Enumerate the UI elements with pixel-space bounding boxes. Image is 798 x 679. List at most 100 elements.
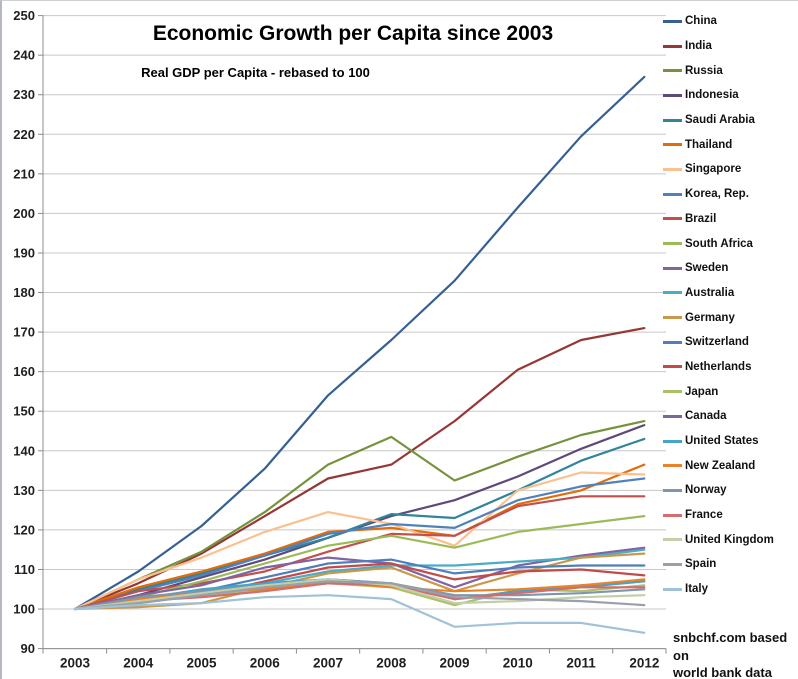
x-axis-tick-label: 2009 [440, 656, 470, 671]
x-axis-tick-label: 2003 [60, 656, 91, 671]
y-axis-tick-label: 120 [13, 522, 35, 537]
legend-swatch-icon [663, 19, 682, 23]
legend-item-saudi-arabia: Saudi Arabia [663, 108, 798, 133]
x-axis-tick-label: 2008 [376, 656, 407, 671]
attribution-text: snbchf.com based on world bank data [673, 629, 798, 679]
series-line-spain [73, 580, 646, 611]
legend-swatch-icon [663, 167, 682, 171]
legend-item-japan: Japan [663, 379, 798, 404]
legend-label: India [685, 40, 712, 53]
legend-label: Italy [685, 583, 709, 596]
legend-item-sweden: Sweden [663, 256, 798, 281]
legend-item-germany: Germany [663, 305, 798, 330]
x-axis-tick-label: 2007 [313, 656, 343, 671]
legend-label: France [685, 509, 723, 522]
y-axis-tick-label: 170 [13, 325, 35, 340]
y-axis-tick-label: 200 [13, 206, 35, 221]
legend-label: Germany [685, 311, 735, 324]
chart-subtitle: Real GDP per Capita - rebased to 100 [141, 65, 370, 80]
legend-label: Japan [685, 385, 719, 398]
legend-swatch-icon [663, 316, 682, 320]
chart-legend: China India Russia Indonesia Saudi Arabia Tha… [663, 9, 798, 602]
legend-item-thailand: Thailand [663, 132, 798, 157]
legend-label: New Zealand [685, 459, 756, 472]
legend-item-brazil: Brazil [663, 207, 798, 232]
legend-swatch-icon [663, 587, 682, 591]
legend-label: United States [685, 435, 759, 448]
y-axis-tick-label: 110 [14, 562, 35, 577]
x-axis-tick-label: 2004 [123, 656, 154, 671]
legend-item-india: India [663, 34, 798, 59]
legend-item-switzerland: Switzerland [663, 330, 798, 355]
legend-swatch-icon [663, 464, 682, 468]
x-axis-tick-label: 2005 [186, 656, 217, 671]
legend-label: Canada [685, 410, 727, 423]
legend-label: Indonesia [685, 89, 739, 102]
y-axis-tick-label: 190 [13, 245, 35, 260]
x-axis-tick-label: 2006 [250, 656, 281, 671]
y-axis-tick-label: 160 [13, 364, 35, 379]
y-axis-tick-label: 250 [13, 8, 35, 23]
legend-swatch-icon [663, 414, 682, 418]
x-axis-tick-label: 2012 [629, 656, 659, 671]
attribution-line-2: world bank data [673, 665, 772, 679]
legend-swatch-icon [663, 266, 682, 270]
series-line-brazil [73, 495, 646, 611]
y-axis-tick-label: 150 [13, 404, 35, 419]
legend-swatch-icon [663, 143, 682, 147]
y-axis-tick-label: 230 [13, 87, 35, 102]
y-axis-tick-label: 240 [13, 48, 35, 63]
legend-item-korea-rep-: Korea, Rep. [663, 182, 798, 207]
legend-swatch-icon [663, 291, 682, 295]
legend-swatch-icon [663, 118, 682, 122]
legend-swatch-icon [663, 340, 682, 344]
legend-label: Saudi Arabia [685, 114, 755, 127]
legend-label: South Africa [685, 237, 753, 250]
legend-label: China [685, 15, 717, 28]
legend-swatch-icon [663, 242, 682, 246]
legend-item-singapore: Singapore [663, 157, 798, 182]
legend-swatch-icon [663, 217, 682, 221]
legend-item-new-zealand: New Zealand [663, 453, 798, 478]
series-line-russia [73, 420, 646, 611]
series-line-singapore [73, 471, 646, 611]
y-axis-tick-label: 130 [13, 483, 35, 498]
series-line-korea-rep- [73, 477, 646, 611]
legend-item-australia: Australia [663, 281, 798, 306]
legend-item-south-africa: South Africa [663, 231, 798, 256]
legend-swatch-icon [663, 538, 682, 542]
legend-label: Switzerland [685, 336, 749, 349]
legend-label: Spain [685, 558, 717, 571]
legend-label: Russia [685, 64, 723, 77]
y-axis-tick-label: 210 [13, 166, 35, 181]
legend-swatch-icon [663, 192, 682, 196]
legend-item-norway: Norway [663, 478, 798, 503]
legend-label: Singapore [685, 163, 742, 176]
legend-label: Sweden [685, 262, 729, 275]
legend-item-spain: Spain [663, 552, 798, 577]
legend-label: Netherlands [685, 360, 752, 373]
series-line-saudi-arabia [73, 437, 646, 611]
legend-item-china: China [663, 9, 798, 34]
y-axis-tick-label: 220 [13, 127, 35, 142]
legend-item-canada: Canada [663, 404, 798, 429]
x-axis-tick-label: 2011 [566, 656, 596, 671]
y-axis-tick-label: 140 [13, 443, 35, 458]
legend-item-united-states: United States [663, 429, 798, 454]
legend-label: Norway [685, 484, 727, 497]
y-axis-tick-label: 100 [13, 602, 35, 617]
legend-swatch-icon [663, 44, 682, 48]
legend-label: Thailand [685, 138, 733, 151]
legend-swatch-icon [663, 69, 682, 73]
y-axis-tick-label: 90 [21, 641, 35, 656]
attribution-line-1: snbchf.com based on [673, 630, 788, 663]
series-line-china [73, 75, 646, 611]
legend-swatch-icon [663, 513, 682, 517]
legend-swatch-icon [663, 390, 682, 394]
x-axis-tick-label: 2010 [503, 656, 533, 671]
legend-item-indonesia: Indonesia [663, 83, 798, 108]
legend-swatch-icon [663, 488, 682, 492]
legend-swatch-icon [663, 562, 682, 566]
